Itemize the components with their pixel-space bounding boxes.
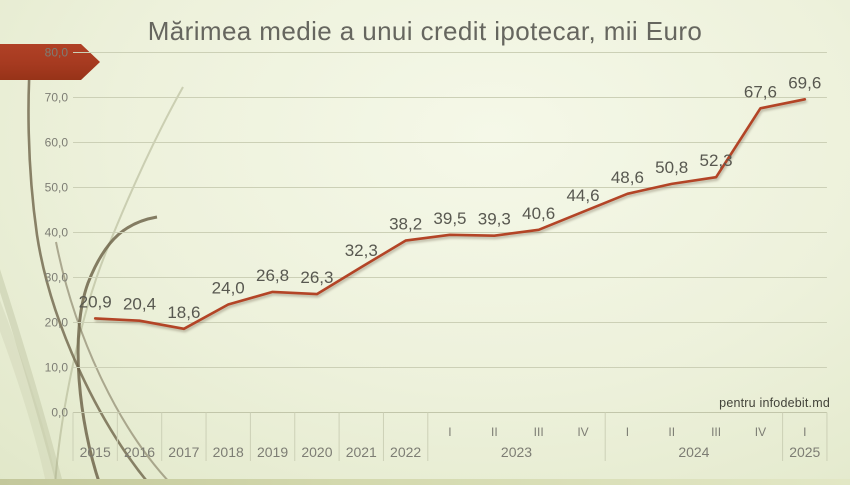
year-label: 2018 — [213, 444, 244, 460]
quarter-label: II — [668, 425, 675, 439]
year-label: 2017 — [168, 444, 199, 460]
data-label: 39,3 — [478, 210, 511, 229]
series-line — [93, 98, 807, 331]
y-axis-label: 0,0 — [51, 406, 68, 420]
quarter-label: II — [491, 425, 498, 439]
y-axis-label: 60,0 — [45, 136, 69, 150]
y-axis-label: 80,0 — [45, 46, 69, 60]
year-label: 2023 — [501, 444, 532, 460]
data-label: 24,0 — [212, 279, 245, 298]
quarter-label: I — [803, 425, 806, 439]
quarter-label: IV — [755, 425, 766, 439]
year-label: 2024 — [678, 444, 709, 460]
year-label: 2021 — [346, 444, 377, 460]
year-label: 2022 — [390, 444, 421, 460]
data-label: 38,2 — [389, 215, 422, 234]
y-axis-label: 40,0 — [45, 226, 69, 240]
y-axis-label: 30,0 — [45, 271, 69, 285]
data-label: 39,5 — [433, 209, 466, 228]
year-label: 2016 — [124, 444, 155, 460]
quarter-label: I — [626, 425, 629, 439]
data-label: 48,6 — [611, 168, 644, 187]
data-label: 44,6 — [566, 186, 599, 205]
data-label: 52,3 — [700, 151, 733, 170]
watermark-text: pentru infodebit.md — [719, 396, 830, 410]
year-label: 2019 — [257, 444, 288, 460]
data-label: 20,4 — [123, 295, 156, 314]
quarter-label: IV — [577, 425, 588, 439]
data-label: 69,6 — [788, 73, 821, 92]
data-label: 20,9 — [79, 292, 112, 311]
data-label: 40,6 — [522, 204, 555, 223]
year-label: 2015 — [80, 444, 111, 460]
y-axis-label: 70,0 — [45, 91, 69, 105]
decorative-arrow-banner — [0, 44, 100, 80]
y-axis-label: 20,0 — [45, 316, 69, 330]
y-axis-label: 50,0 — [45, 181, 69, 195]
quarter-label: III — [711, 425, 721, 439]
bottom-border-strip — [0, 479, 850, 485]
swirl-curve — [55, 241, 173, 485]
data-label: 26,8 — [256, 266, 289, 285]
quarter-label: III — [534, 425, 544, 439]
data-label: 18,6 — [167, 303, 200, 322]
data-label: 50,8 — [655, 158, 688, 177]
data-label: 26,3 — [300, 268, 333, 287]
y-axis-label: 10,0 — [45, 361, 69, 375]
quarter-label: I — [448, 425, 451, 439]
year-label: 2025 — [789, 444, 820, 460]
chart-title: Mărimea medie a unui credit ipotecar, mi… — [147, 16, 703, 46]
swirl-curve — [27, 49, 152, 485]
swirl-curve — [54, 86, 184, 485]
swirl-curve — [0, 269, 64, 485]
year-label: 2020 — [301, 444, 332, 460]
swirl-curve — [0, 300, 58, 485]
data-label: 67,6 — [744, 82, 777, 101]
swirl-curve — [76, 215, 158, 485]
data-label: 32,3 — [345, 241, 378, 260]
